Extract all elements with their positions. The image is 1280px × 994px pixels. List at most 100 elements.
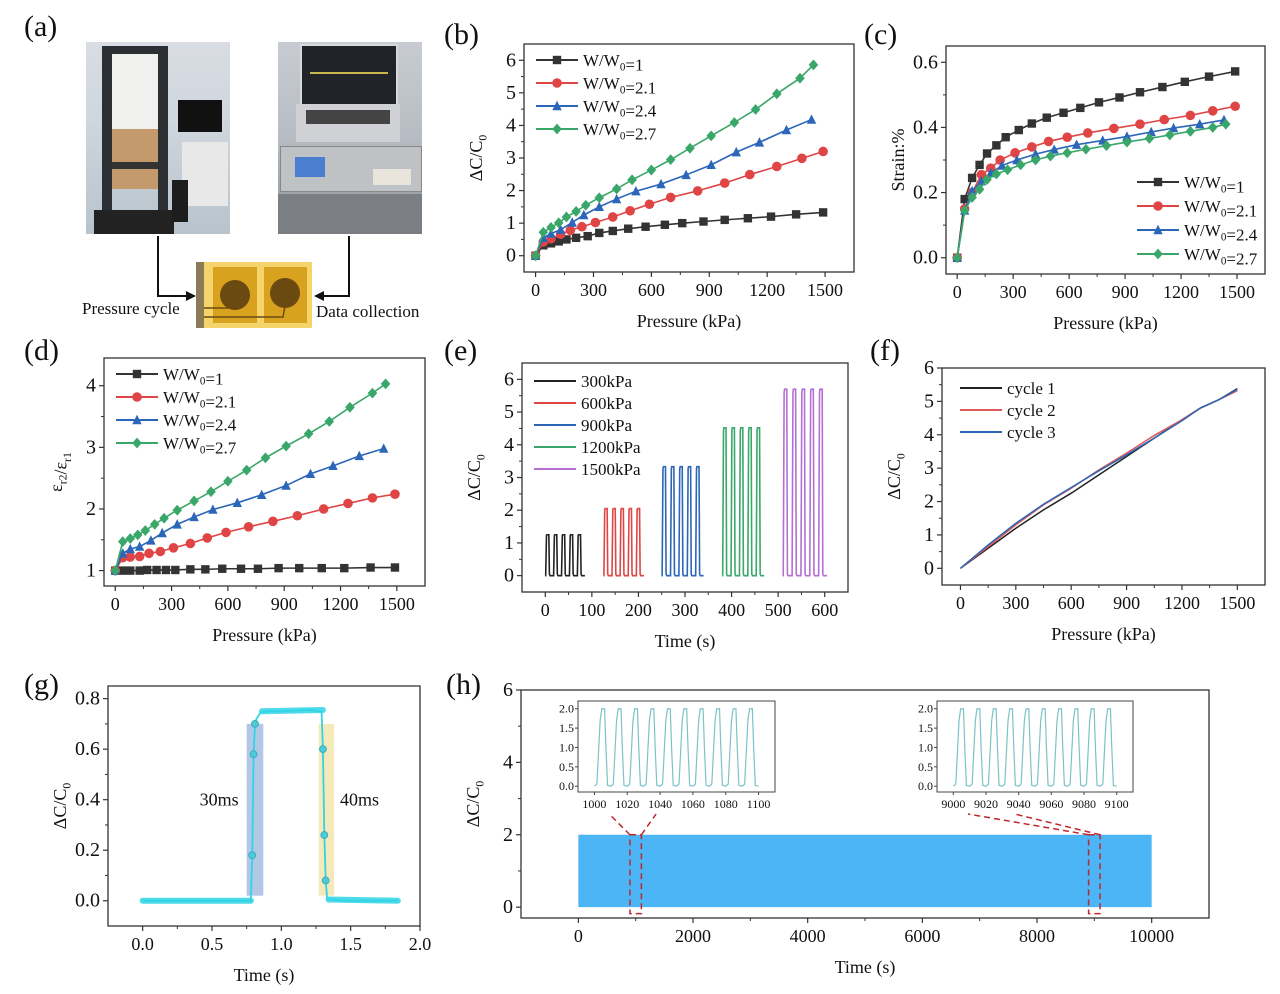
y-axis-label: ΔC/C0 [463, 781, 487, 828]
data-point [134, 551, 145, 562]
data-point [1159, 114, 1170, 125]
data-point [706, 159, 716, 170]
data-point [345, 401, 355, 413]
x-tick-label: 600 [214, 594, 241, 614]
data-point [766, 212, 776, 221]
inset-x-tick-label: 9040 [1007, 797, 1031, 811]
series-line [782, 388, 828, 577]
y-tick-label: 6 [506, 49, 516, 71]
x-tick-label: 500 [765, 600, 792, 620]
data-point [976, 169, 987, 180]
data-point [611, 183, 622, 195]
data-point [126, 566, 135, 575]
baseline-thick-line [325, 896, 401, 904]
legend-label: 300kPa [581, 372, 632, 391]
y-tick-label: 0.0 [75, 890, 100, 912]
y-tick-label: 0.4 [75, 789, 100, 811]
legend-label: W/W0=2.7 [1184, 245, 1258, 268]
data-point [538, 226, 549, 238]
data-point [117, 536, 128, 548]
x-tick-label: 1500 [807, 280, 843, 300]
legend-marker [552, 100, 562, 111]
data-point [241, 464, 252, 476]
data-point [380, 378, 391, 390]
testing-machine-back-panel [112, 54, 158, 129]
inset-connector-line [967, 813, 1089, 836]
legend-marker [132, 392, 142, 402]
legend-label: W/W0=2.1 [1184, 197, 1257, 220]
data-point [152, 565, 161, 575]
pc-tower [172, 180, 188, 222]
data-point [580, 199, 591, 211]
x-tick-label: 400 [718, 600, 745, 620]
inset-y-tick-label: 0.0 [918, 779, 933, 793]
data-point [772, 161, 782, 172]
x-tick-label: 600 [638, 280, 665, 300]
y-axis-label: ΔC/C0 [884, 453, 908, 500]
y-axis-label: ΔC/C0 [464, 454, 488, 501]
data-point [1030, 148, 1041, 159]
series-line [959, 388, 1238, 569]
data-point [221, 527, 231, 538]
inset-x-tick-label: 9020 [974, 797, 998, 811]
y-tick-label: 0.4 [913, 116, 938, 138]
legend-label: W/W0=1 [163, 365, 223, 388]
data-point [554, 237, 563, 246]
data-point [305, 468, 316, 479]
data-point [1180, 77, 1189, 87]
x-tick-label: 900 [1113, 593, 1140, 613]
data-point [1062, 132, 1073, 142]
legend-label: 600kPa [581, 394, 632, 413]
data-point [118, 566, 127, 575]
data-point [806, 114, 817, 124]
lcr-terminals [373, 169, 411, 185]
data-point [611, 193, 622, 204]
x-tick-label: 600 [811, 600, 838, 620]
screen-signal [310, 72, 388, 74]
pressure-cycle-caption: Pressure cycle [82, 299, 180, 318]
y-tick-label: 6 [504, 368, 514, 390]
x-tick-label: 0.0 [131, 934, 154, 954]
inset-y-tick-label: 2.0 [918, 702, 933, 716]
inset-x-tick-label: 9080 [1072, 797, 1096, 811]
data-point [1015, 159, 1026, 171]
data-point [149, 518, 160, 530]
data-point [685, 142, 695, 154]
data-collection-photo [278, 42, 422, 234]
data-point [1043, 136, 1054, 147]
arrow-head-left [186, 291, 196, 301]
data-point [118, 548, 128, 558]
x-tick-label: 300 [672, 600, 699, 620]
data-point [546, 228, 556, 238]
data-point [303, 428, 314, 440]
data-point [1122, 131, 1132, 141]
x-tick-label: 0 [541, 600, 550, 620]
cabinet [182, 142, 228, 206]
inset-x-tick-label: 1040 [648, 797, 672, 811]
data-point [1071, 139, 1082, 149]
data-point [1094, 98, 1104, 107]
y-tick-label: 0.8 [75, 688, 100, 710]
legend-marker [552, 55, 562, 65]
inset-x-tick-label: 9000 [941, 797, 965, 811]
trace-line-1 [204, 301, 233, 309]
data-point [1185, 110, 1196, 121]
monitor [178, 100, 222, 132]
y-tick-label: 1 [506, 212, 516, 234]
data-point [146, 535, 156, 545]
inset-x-tick-label: 1080 [714, 797, 738, 811]
y-tick-label: 5 [924, 390, 934, 412]
data-point [144, 548, 154, 559]
bench [278, 194, 422, 234]
arrow-line-left [157, 236, 190, 297]
data-point [142, 565, 152, 575]
legend-marker [1153, 201, 1163, 211]
inset-y-tick-label: 1.0 [559, 740, 574, 754]
x-tick-label: 0 [574, 926, 583, 946]
y-tick-label: 3 [86, 436, 96, 458]
series-line [721, 426, 765, 577]
